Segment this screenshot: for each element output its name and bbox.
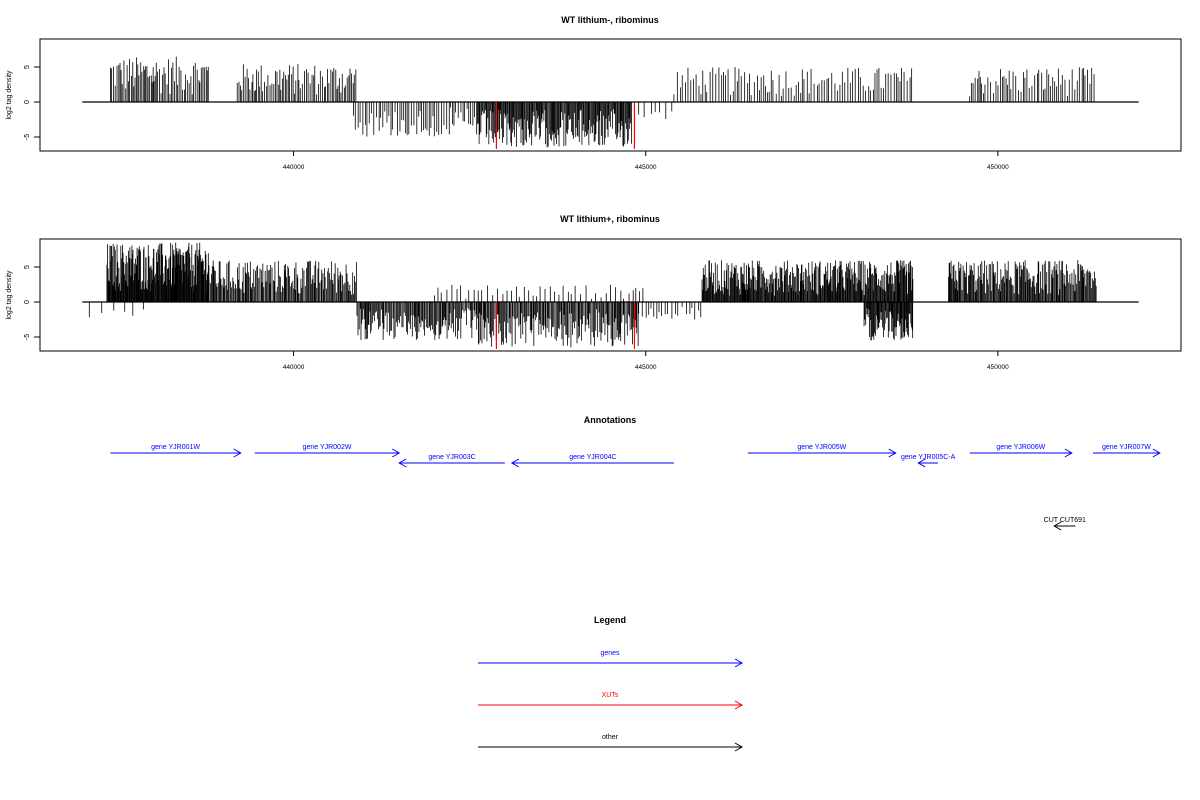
x-tick-label: 440000 — [283, 164, 305, 171]
track-panel-lithium-minus: WT lithium-, ribominus log2 tag density … — [6, 15, 1182, 171]
annotation-track: Annotations gene YJR001W gene YJR002Wgene… — [110, 415, 1161, 531]
legend: Legend genes XUTs other — [478, 615, 744, 752]
feature-label: gene YJR007W — [1102, 444, 1151, 451]
feature-label: gene YJR003C — [428, 454, 475, 461]
signal-bars — [82, 56, 1139, 149]
panel-title: WT lithium+, ribominus — [560, 214, 660, 224]
x-tick-label: 445000 — [635, 164, 657, 171]
arrow-head — [510, 458, 520, 468]
y-tick-label: 0 — [24, 300, 31, 304]
feature-arrow: CUT CUT691 — [1044, 517, 1086, 531]
feature-label: CUT CUT691 — [1044, 517, 1086, 524]
y-axis-label: log2 tag density — [6, 270, 13, 320]
legend-item: XUTs — [478, 692, 744, 710]
arrow-head — [1152, 448, 1161, 458]
feature-label: gene YJR004C — [569, 454, 616, 461]
x-tick-label: 440000 — [283, 364, 305, 371]
arrow-head — [233, 448, 242, 458]
arrow-head — [917, 458, 926, 468]
feature-arrow: gene YJR001W — [110, 444, 242, 458]
x-tick-label: 450000 — [987, 164, 1009, 171]
arrow-head — [734, 742, 744, 752]
arrow-head — [734, 700, 744, 710]
legend-label: genes — [600, 650, 620, 657]
y-tick-label: 5 — [24, 65, 31, 69]
panel-title: WT lithium-, ribominus — [561, 15, 659, 25]
y-axis: -5 0 5 — [24, 265, 40, 340]
plot-frame — [39, 38, 1182, 152]
legend-label: XUTs — [602, 692, 619, 699]
x-axis: 440000 445000 450000 — [283, 151, 1009, 171]
feature-label: gene YJR005C-A — [901, 454, 956, 461]
arrow-head — [1053, 521, 1062, 531]
y-tick-label: -5 — [24, 334, 31, 340]
y-axis: -5 0 5 — [24, 65, 40, 140]
y-axis-label: log2 tag density — [6, 70, 13, 120]
legend-label: other — [602, 734, 619, 741]
legend-item: genes — [478, 650, 744, 668]
track-panel-lithium-plus: WT lithium+, ribominus log2 tag density … — [6, 214, 1182, 371]
feature-arrow: gene YJR003C — [398, 454, 505, 468]
x-tick-label: 445000 — [635, 364, 657, 371]
feature-label: gene YJR006W — [996, 444, 1045, 451]
legend-items: genes XUTs other — [478, 650, 744, 752]
legend-title: Legend — [594, 615, 626, 625]
arrow-head — [888, 448, 897, 458]
arrow-head — [391, 448, 401, 458]
legend-item: other — [478, 734, 744, 752]
arrow-head — [398, 458, 407, 468]
feature-arrow: gene YJR004C — [510, 454, 674, 468]
y-tick-label: 5 — [24, 265, 31, 269]
y-tick-label: -5 — [24, 134, 31, 140]
feature-arrow: gene YJR005C-A — [901, 454, 956, 468]
feature-arrow: gene YJR007W — [1092, 444, 1161, 458]
feature-label: gene YJR002W — [303, 444, 352, 451]
annotations-title: Annotations — [584, 415, 637, 425]
arrow-head — [1064, 448, 1073, 458]
feature-label: gene YJR005W — [797, 444, 846, 451]
arrow-head — [734, 658, 744, 668]
feature-list: gene YJR001W gene YJR002W gene YJR003C gene… — [110, 444, 1161, 531]
x-tick-label: 450000 — [987, 364, 1009, 371]
feature-arrow: gene YJR002W — [254, 444, 401, 458]
feature-arrow: gene YJR005W — [747, 444, 897, 458]
x-axis: 440000 445000 450000 — [283, 351, 1009, 371]
feature-arrow: gene YJR006W — [969, 444, 1073, 458]
y-tick-label: 0 — [24, 100, 31, 104]
plot-frame — [39, 238, 1182, 352]
feature-label: gene YJR001W — [151, 444, 200, 451]
signal-bars — [82, 242, 1139, 349]
